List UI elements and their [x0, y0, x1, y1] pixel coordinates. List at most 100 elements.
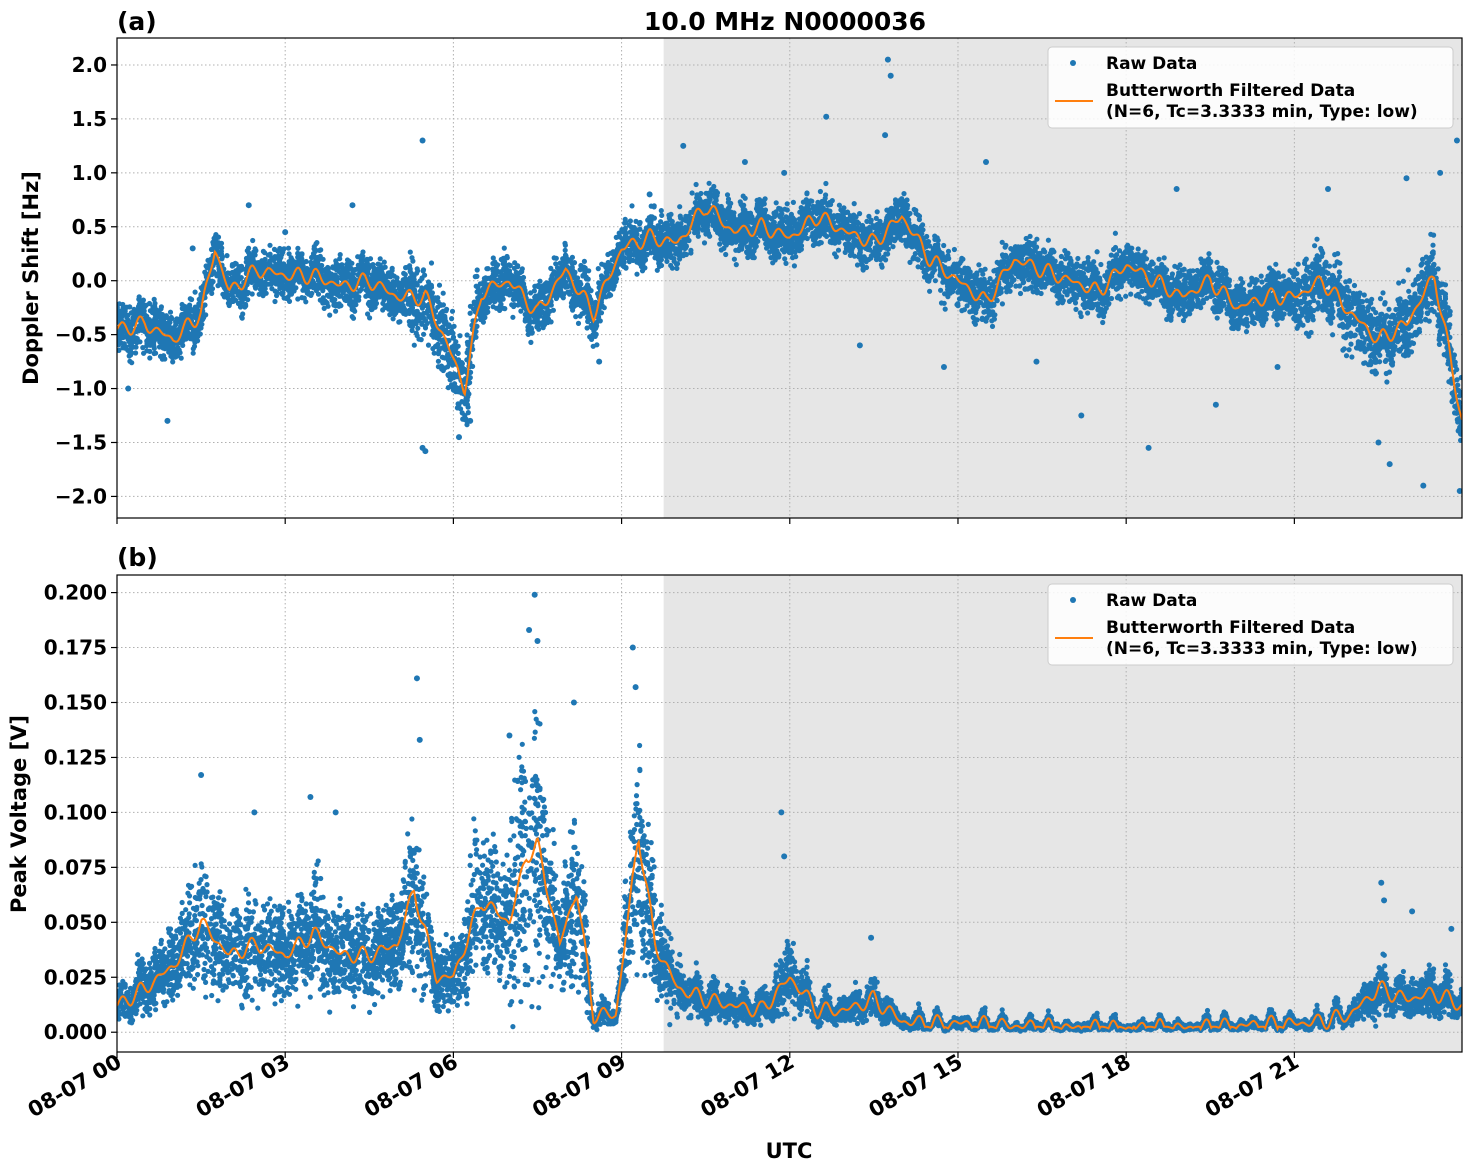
raw-data-point	[1325, 186, 1331, 192]
raw-data-point	[1409, 908, 1415, 914]
raw-data-point	[1146, 445, 1152, 451]
raw-data-point	[307, 794, 313, 800]
raw-data-point	[1437, 170, 1443, 176]
x-tick-label: 08-07 15	[865, 1050, 967, 1123]
chart-suptitle: 10.0 MHz N0000036	[644, 7, 926, 36]
raw-data-point	[190, 245, 196, 251]
raw-data-point	[420, 137, 426, 143]
y-tick-label: 0.125	[44, 745, 107, 769]
x-tick-label: 08-07 09	[528, 1050, 630, 1123]
y-tick-label: −1.0	[55, 377, 107, 401]
raw-data-point	[251, 809, 257, 815]
y-tick-label: 0.200	[44, 581, 107, 605]
panel-b-legend: Raw Data Butterworth Filtered Data (N=6,…	[1048, 584, 1453, 665]
x-tick-label: 08-07 12	[696, 1050, 798, 1123]
raw-data-point	[633, 684, 639, 690]
y-tick-label: −1.5	[55, 430, 107, 454]
raw-data-point	[198, 772, 204, 778]
raw-data-point	[1174, 186, 1180, 192]
raw-data-point	[571, 699, 577, 705]
raw-data-point	[1454, 137, 1460, 143]
raw-data-point	[414, 675, 420, 681]
legend-b-filtered-label-line1: Butterworth Filtered Data	[1106, 618, 1355, 638]
y-tick-label: 0.175	[44, 636, 107, 660]
panel-b-ylabel: Peak Voltage [V]	[7, 715, 31, 913]
x-tick-label: 08-07 18	[1033, 1050, 1135, 1123]
raw-data-point	[941, 364, 947, 370]
legend-b-raw-label: Raw Data	[1106, 591, 1197, 611]
raw-data-point	[1378, 880, 1384, 886]
y-tick-label: 0.050	[44, 910, 107, 934]
x-tick-label: 08-07 00	[24, 1050, 126, 1123]
raw-data-point	[1403, 175, 1409, 181]
raw-data-point	[1078, 413, 1084, 419]
raw-data-point	[532, 592, 538, 598]
raw-data-point	[349, 202, 355, 208]
panel-a-yticks: 2.01.51.00.50.0−0.5−1.0−1.5−2.0	[55, 53, 117, 508]
y-tick-label: −2.0	[55, 484, 107, 508]
raw-data-point	[467, 418, 473, 424]
raw-data-point	[456, 434, 462, 440]
panel-a-legend: Raw Data Butterworth Filtered Data (N=6,…	[1048, 47, 1453, 128]
y-tick-label: 0.0	[72, 269, 107, 293]
raw-data-point	[1033, 359, 1039, 365]
y-tick-label: 1.0	[72, 161, 107, 185]
y-tick-label: 0.100	[44, 800, 107, 824]
panel-b-label: (b)	[117, 543, 158, 572]
legend-a-raw-marker	[1070, 60, 1076, 66]
y-tick-label: 0.025	[44, 965, 107, 989]
raw-data-point	[125, 386, 131, 392]
raw-data-point	[333, 809, 339, 815]
raw-data-point	[742, 159, 748, 165]
legend-a-raw-label: Raw Data	[1106, 54, 1197, 74]
raw-data-point	[882, 132, 888, 138]
y-tick-label: 0.075	[44, 855, 107, 879]
raw-data-point	[680, 143, 686, 149]
raw-data-point	[534, 638, 540, 644]
raw-data-point	[596, 359, 602, 365]
y-tick-label: 2.0	[72, 53, 107, 77]
raw-data-point	[246, 202, 252, 208]
raw-data-point	[778, 809, 784, 815]
raw-data-point	[630, 645, 636, 651]
raw-data-point	[885, 57, 891, 63]
panel-b-yticks: 0.200 0.175 0.150 0.125 0.100 0.075 0.050 0.025…	[44, 581, 117, 1045]
raw-data-point	[417, 737, 423, 743]
raw-data-point	[526, 627, 532, 633]
raw-data-point	[282, 229, 288, 235]
panel-a: 2.01.51.00.50.0−0.5−1.0−1.5−2.0 (a) Dopp…	[19, 7, 1465, 524]
raw-data-point	[888, 73, 894, 79]
legend-a-filtered-label-line2: (N=6, Tc=3.3333 min, Type: low)	[1106, 102, 1418, 122]
y-tick-label: 0.5	[72, 215, 107, 239]
legend-b-raw-marker	[1070, 597, 1076, 603]
legend-b-filtered-label-line2: (N=6, Tc=3.3333 min, Type: low)	[1106, 639, 1418, 659]
panel-a-label: (a)	[117, 7, 157, 36]
legend-a-filtered-label-line1: Butterworth Filtered Data	[1106, 81, 1355, 101]
raw-data-point	[1375, 439, 1381, 445]
y-tick-label: 0.000	[44, 1020, 107, 1044]
x-tick-labels: 08-07 00 08-07 03 08-07 06 08-07 09 08-07 12…	[24, 1050, 1303, 1123]
raw-data-point	[420, 445, 426, 451]
x-axis-label: UTC	[766, 1139, 813, 1163]
raw-data-point	[1275, 364, 1281, 370]
raw-data-point	[1213, 402, 1219, 408]
raw-data-point	[1448, 926, 1454, 932]
raw-data-point	[1420, 483, 1426, 489]
panel-b: 0.200 0.175 0.150 0.125 0.100 0.075 0.050 0.025…	[7, 543, 1465, 1058]
raw-data-point	[983, 159, 989, 165]
raw-data-point	[857, 342, 863, 348]
y-tick-label: −0.5	[55, 323, 107, 347]
panel-a-ylabel: Doppler Shift [Hz]	[19, 171, 43, 385]
raw-data-point	[823, 114, 829, 120]
panel-a-xticks	[117, 518, 1294, 524]
x-tick-label: 08-07 06	[360, 1050, 462, 1123]
raw-data-point	[1387, 461, 1393, 467]
raw-data-point	[1381, 897, 1387, 903]
x-tick-label: 08-07 03	[192, 1050, 294, 1123]
y-tick-label: 0.150	[44, 690, 107, 714]
raw-data-point	[781, 170, 787, 176]
raw-data-point	[868, 935, 874, 941]
raw-data-point	[506, 732, 512, 738]
x-tick-label: 08-07 21	[1201, 1050, 1303, 1123]
